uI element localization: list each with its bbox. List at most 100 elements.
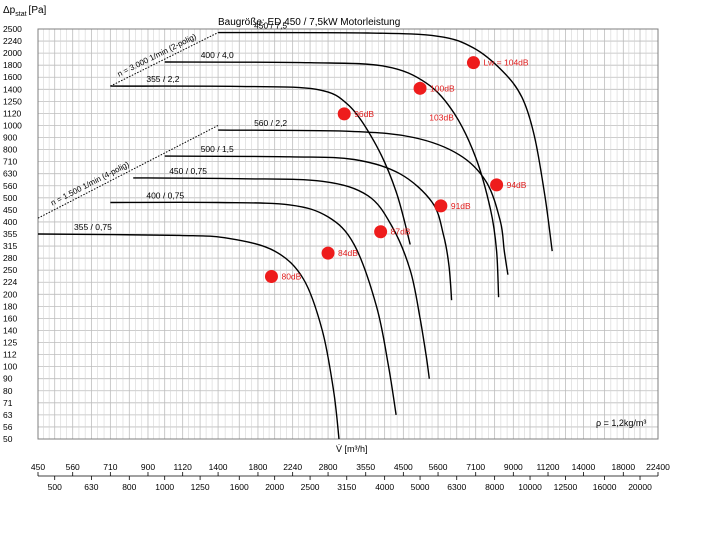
x-tick-label-bottom: 5000: [411, 482, 430, 492]
fan-curve-label: 500 / 1,5: [201, 144, 234, 154]
fan-curve-label: 450 / 7,5: [254, 21, 287, 31]
axes: 50 56 63 71 80 90 100 112 125 140 160 180 200 224 250 2…: [3, 24, 670, 492]
fan-curve: [218, 129, 509, 275]
y-tick-label: 1250: [3, 96, 22, 106]
y-tick-label: 710: [3, 157, 17, 167]
x-tick-label-top: 5600: [429, 462, 448, 472]
x-tick-label-top: 560: [66, 462, 80, 472]
y-tick-label: 50: [3, 434, 13, 444]
fan-curve-label: 400 / 4,0: [201, 50, 234, 60]
x-tick-label-bottom: 800: [122, 482, 136, 492]
x-tick-label-bottom: 16000: [593, 482, 617, 492]
y-tick-label: 355: [3, 229, 17, 239]
y-tick-label: 500: [3, 193, 17, 203]
fan-curve-label: 560 / 2,2: [254, 118, 287, 128]
y-tick-label: 1800: [3, 60, 22, 70]
operating-point: [490, 178, 504, 192]
y-tick-label: 630: [3, 169, 17, 179]
x-axis-label: V̇ [m³/h]: [336, 444, 368, 454]
y-tick-label: 160: [3, 313, 17, 323]
operating-point: [264, 270, 278, 284]
x-tick-label-bottom: 1000: [155, 482, 174, 492]
fan-curve: [164, 155, 453, 301]
y-tick-label: 250: [3, 265, 17, 275]
y-tick-label: 2500: [3, 24, 22, 34]
operating-point-label: 96dB: [354, 109, 374, 119]
fan-curve: [37, 233, 340, 440]
fan-curve: [110, 201, 397, 416]
y-tick-label: 140: [3, 325, 17, 335]
operating-point: [413, 81, 427, 95]
x-tick-label-top: 1800: [248, 462, 267, 472]
density-note: ρ = 1,2kg/m³: [596, 418, 646, 428]
y-tick-label: 112: [3, 350, 17, 360]
operating-point-label: 80dB: [281, 272, 301, 282]
x-tick-label-bottom: 12500: [554, 482, 578, 492]
x-tick-label-bottom: 2000: [265, 482, 284, 492]
y-tick-label: 200: [3, 289, 17, 299]
x-tick-label-top: 900: [141, 462, 155, 472]
noise-annotation: 103dB: [429, 112, 454, 122]
operating-point-label: 94dB: [507, 180, 527, 190]
y-tick-label: 2000: [3, 48, 22, 58]
y-tick-label: 80: [3, 386, 13, 396]
operating-points: 80dB 84dB 87dB 91dB 94dB 96dB 100dB Lw = 104dB 1…: [264, 56, 529, 284]
x-tick-label-top: 9000: [504, 462, 523, 472]
y-tick-label: 63: [3, 410, 13, 420]
y-tick-label: 2240: [3, 36, 22, 46]
x-tick-label-top: 14000: [572, 462, 596, 472]
y-tick-label: 800: [3, 145, 17, 155]
x-tick-label-top: 11200: [537, 462, 560, 472]
operating-point-label: 100dB: [430, 83, 455, 93]
operating-point-label: Lw = 104dB: [483, 58, 528, 68]
y-tick-label: 125: [3, 338, 17, 348]
y-tick-label: 100: [3, 362, 17, 372]
fan-curve: [110, 85, 411, 245]
chart-title: Baugröße: ED 450 / 7,5kW Motorleistung: [218, 17, 400, 28]
fan-curves: 355 / 0,75 400 / 0,75 450 / 0,75 500 / 1,5 5…: [37, 21, 553, 440]
x-tick-label-top: 18000: [611, 462, 635, 472]
x-tick-label-top: 22400: [646, 462, 670, 472]
y-tick-label: 450: [3, 205, 17, 215]
speed-line-label: n = 1.500 1/min (4-polig): [49, 160, 131, 208]
operating-point: [434, 199, 448, 213]
y-tick-label: 56: [3, 422, 13, 432]
x-tick-label-top: 450: [31, 462, 45, 472]
y-axis-label: Δpstat [Pa]: [3, 5, 47, 18]
operating-point: [466, 56, 480, 70]
y-tick-label: 224: [3, 277, 17, 287]
speed-line-label: n = 3.000 1/min (2-polig): [116, 32, 198, 79]
x-tick-label-bottom: 1600: [230, 482, 249, 492]
x-tick-label-bottom: 1250: [191, 482, 210, 492]
x-tick-label-bottom: 4000: [375, 482, 394, 492]
speed-lines: n = 3.000 1/min (2-polig) n = 1.500 1/min…: [37, 32, 219, 219]
y-tick-label: 90: [3, 374, 13, 384]
y-tick-label: 280: [3, 253, 17, 263]
x-tick-label-top: 1120: [174, 462, 193, 472]
x-tick-label-top: 7100: [466, 462, 485, 472]
fan-curve-label: 450 / 0,75: [169, 166, 207, 176]
operating-point-label: 84dB: [338, 248, 358, 258]
speed-line: [110, 32, 219, 87]
operating-point-label: 91dB: [451, 201, 471, 211]
operating-point: [337, 107, 351, 121]
y-tick-label: 1000: [3, 120, 22, 130]
operating-point: [374, 225, 388, 239]
fan-curve-label: 355 / 0,75: [74, 222, 112, 232]
y-tick-label: 400: [3, 217, 17, 227]
y-tick-label: 560: [3, 181, 17, 191]
fan-curve-label: 355 / 2,2: [146, 74, 179, 84]
x-tick-label-bottom: 500: [48, 482, 62, 492]
x-tick-label-bottom: 6300: [447, 482, 466, 492]
fan-curve: [218, 31, 553, 252]
x-tick-label-top: 1400: [209, 462, 228, 472]
x-tick-label-bottom: 630: [84, 482, 98, 492]
y-tick-label: 1120: [3, 108, 22, 118]
fan-curve: [164, 61, 500, 298]
x-tick-label-top: 4500: [394, 462, 413, 472]
fan-curve: [133, 177, 430, 379]
y-axis-unit: [Pa]: [29, 5, 47, 16]
fan-curve-label: 400 / 0,75: [146, 190, 184, 200]
operating-point-label: 87dB: [391, 227, 411, 237]
